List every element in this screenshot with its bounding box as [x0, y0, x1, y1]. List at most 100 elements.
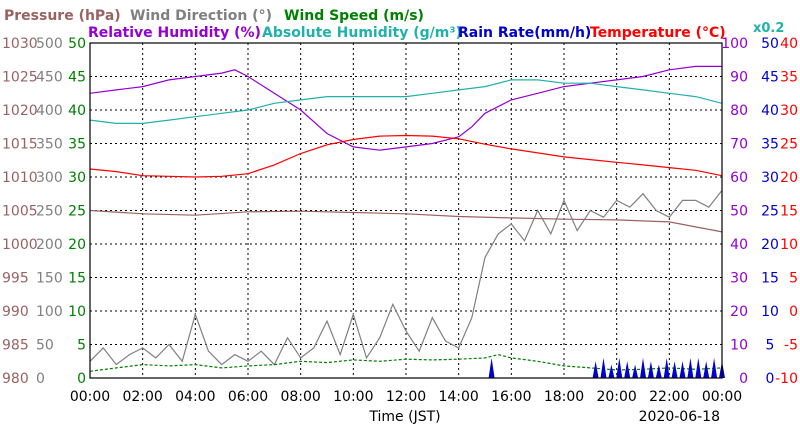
temperature-tick-label: 25 — [780, 137, 798, 153]
temperature-tick-label: 35 — [780, 70, 798, 86]
wind-direction-tick-label: 50 — [36, 338, 54, 354]
wind-direction-tick-label: 500 — [36, 36, 63, 52]
rain-rate-bar — [647, 361, 654, 378]
wind-speed-tick-label: 20 — [68, 237, 86, 253]
humidity-tick-label: 10 — [730, 338, 748, 354]
x-tick-label: 06:00 — [228, 389, 268, 405]
rain-rate-tick-label: 20 — [761, 237, 779, 253]
wind-direction-tick-label: 400 — [36, 103, 63, 119]
rain-rate-tick-label: 25 — [761, 204, 779, 220]
legend-wind-direction: Wind Direction (°) — [130, 8, 272, 24]
wind-direction-line — [89, 190, 723, 366]
wind-speed-tick-label: 5 — [77, 338, 86, 354]
x-axis-label: Time (JST) — [368, 409, 440, 425]
x-tick-label: 10:00 — [333, 389, 373, 405]
rain-rate-tick-label: 40 — [761, 103, 779, 119]
plot-frame — [89, 42, 723, 379]
wind-direction-tick-label: 300 — [36, 170, 63, 186]
pressure-tick-label: 1005 — [2, 204, 38, 220]
x-tick-label: 18:00 — [544, 389, 584, 405]
pressure-tick-label: 980 — [2, 371, 29, 387]
pressure-tick-label: 1030 — [2, 36, 38, 52]
rain-rate-bar — [632, 364, 639, 378]
humidity-tick-label: 0 — [739, 371, 748, 387]
temperature-tick-label: 0 — [789, 304, 798, 320]
x-tick-label: 20:00 — [596, 389, 636, 405]
pressure-tick-label: 1010 — [2, 170, 38, 186]
temperature-tick-label: -10 — [775, 371, 798, 387]
rain-rate-bar — [663, 357, 670, 378]
rain-rate-bar — [695, 357, 702, 378]
temperature-line — [89, 134, 723, 178]
wind-direction-tick-label: 100 — [36, 304, 63, 320]
x-tick-label: 16:00 — [491, 389, 531, 405]
wind-speed-tick-label: 30 — [68, 170, 86, 186]
wind-speed-tick-label: 10 — [68, 304, 86, 320]
wind-speed-tick-label: 25 — [68, 204, 86, 220]
axes: 1030102510201015101010051000995990985980… — [2, 36, 798, 405]
x-tick-label: 04:00 — [175, 389, 215, 405]
rain-rate-tick-label: 30 — [761, 170, 779, 186]
rain-rate-tick-label: 10 — [761, 304, 779, 320]
wind-speed-tick-label: 0 — [77, 371, 86, 387]
rain-rate-bar — [703, 361, 710, 378]
legend-temperature: Temperature (°C) — [590, 25, 726, 41]
rain-rate-tick-label: 50 — [761, 36, 779, 52]
x-tick-label: 08:00 — [280, 389, 320, 405]
pressure-tick-label: 1015 — [2, 137, 38, 153]
wind-direction-tick-label: 250 — [36, 204, 63, 220]
legend-wind-speed: Wind Speed (m/s) — [284, 8, 424, 24]
plot-area — [89, 42, 725, 379]
absolute-humidity-line — [89, 79, 723, 124]
pressure-tick-label: 1000 — [2, 237, 38, 253]
legend-relative-humidity: Relative Humidity (%) — [88, 25, 261, 41]
rain-rate-tick-label: 5 — [766, 338, 775, 354]
humidity-tick-label: 100 — [721, 36, 748, 52]
humidity-tick-label: 20 — [730, 304, 748, 320]
humidity-tick-label: 40 — [730, 237, 748, 253]
legend-pressure: Pressure (hPa) — [4, 8, 121, 24]
temperature-tick-label: -5 — [784, 338, 798, 354]
wind-speed-tick-label: 40 — [68, 103, 86, 119]
x-tick-label: 12:00 — [386, 389, 426, 405]
wind-direction-tick-label: 200 — [36, 237, 63, 253]
x-tick-label: 14:00 — [438, 389, 478, 405]
rain-rate-tick-label: 15 — [761, 271, 779, 287]
temperature-tick-label: 15 — [780, 204, 798, 220]
rain-rate-bar — [616, 357, 623, 378]
rain-rate-bar — [687, 357, 694, 378]
wind-direction-tick-label: 0 — [36, 371, 45, 387]
temperature-tick-label: 30 — [780, 103, 798, 119]
chart-legend: Pressure (hPa) Wind Direction (°) Wind S… — [4, 8, 784, 41]
humidity-tick-label: 60 — [730, 170, 748, 186]
wind-direction-tick-label: 450 — [36, 70, 63, 86]
wind-speed-tick-label: 15 — [68, 271, 86, 287]
pressure-line — [89, 209, 723, 233]
rain-rate-tick-label: 35 — [761, 137, 779, 153]
humidity-tick-label: 50 — [730, 204, 748, 220]
wind-speed-tick-label: 45 — [68, 70, 86, 86]
x-tick-label: 00:00 — [70, 389, 110, 405]
pressure-tick-label: 1020 — [2, 103, 38, 119]
rain-rate-bar — [655, 364, 662, 378]
date-label: 2020-06-18 — [639, 409, 720, 425]
pressure-tick-label: 995 — [2, 271, 29, 287]
rain-rate-bar — [624, 361, 631, 378]
pressure-tick-label: 1025 — [2, 70, 38, 86]
rain-scale-label: x0.2 — [753, 21, 784, 36]
rain-rate-tick-label: 0 — [766, 371, 775, 387]
temperature-tick-label: 40 — [780, 36, 798, 52]
legend-rain-rate: Rain Rate(mm/h) — [458, 25, 591, 41]
humidity-tick-label: 80 — [730, 103, 748, 119]
rain-rate-tick-label: 45 — [761, 70, 779, 86]
rain-rate-bar — [600, 357, 607, 378]
wind-speed-tick-label: 35 — [68, 137, 86, 153]
wind-direction-tick-label: 350 — [36, 137, 63, 153]
rain-rate-bar — [679, 361, 686, 378]
rain-rate-bar — [711, 357, 718, 378]
humidity-tick-label: 30 — [730, 271, 748, 287]
temperature-tick-label: 20 — [780, 170, 798, 186]
rain-rate-bar — [488, 357, 495, 378]
pressure-tick-label: 985 — [2, 338, 29, 354]
